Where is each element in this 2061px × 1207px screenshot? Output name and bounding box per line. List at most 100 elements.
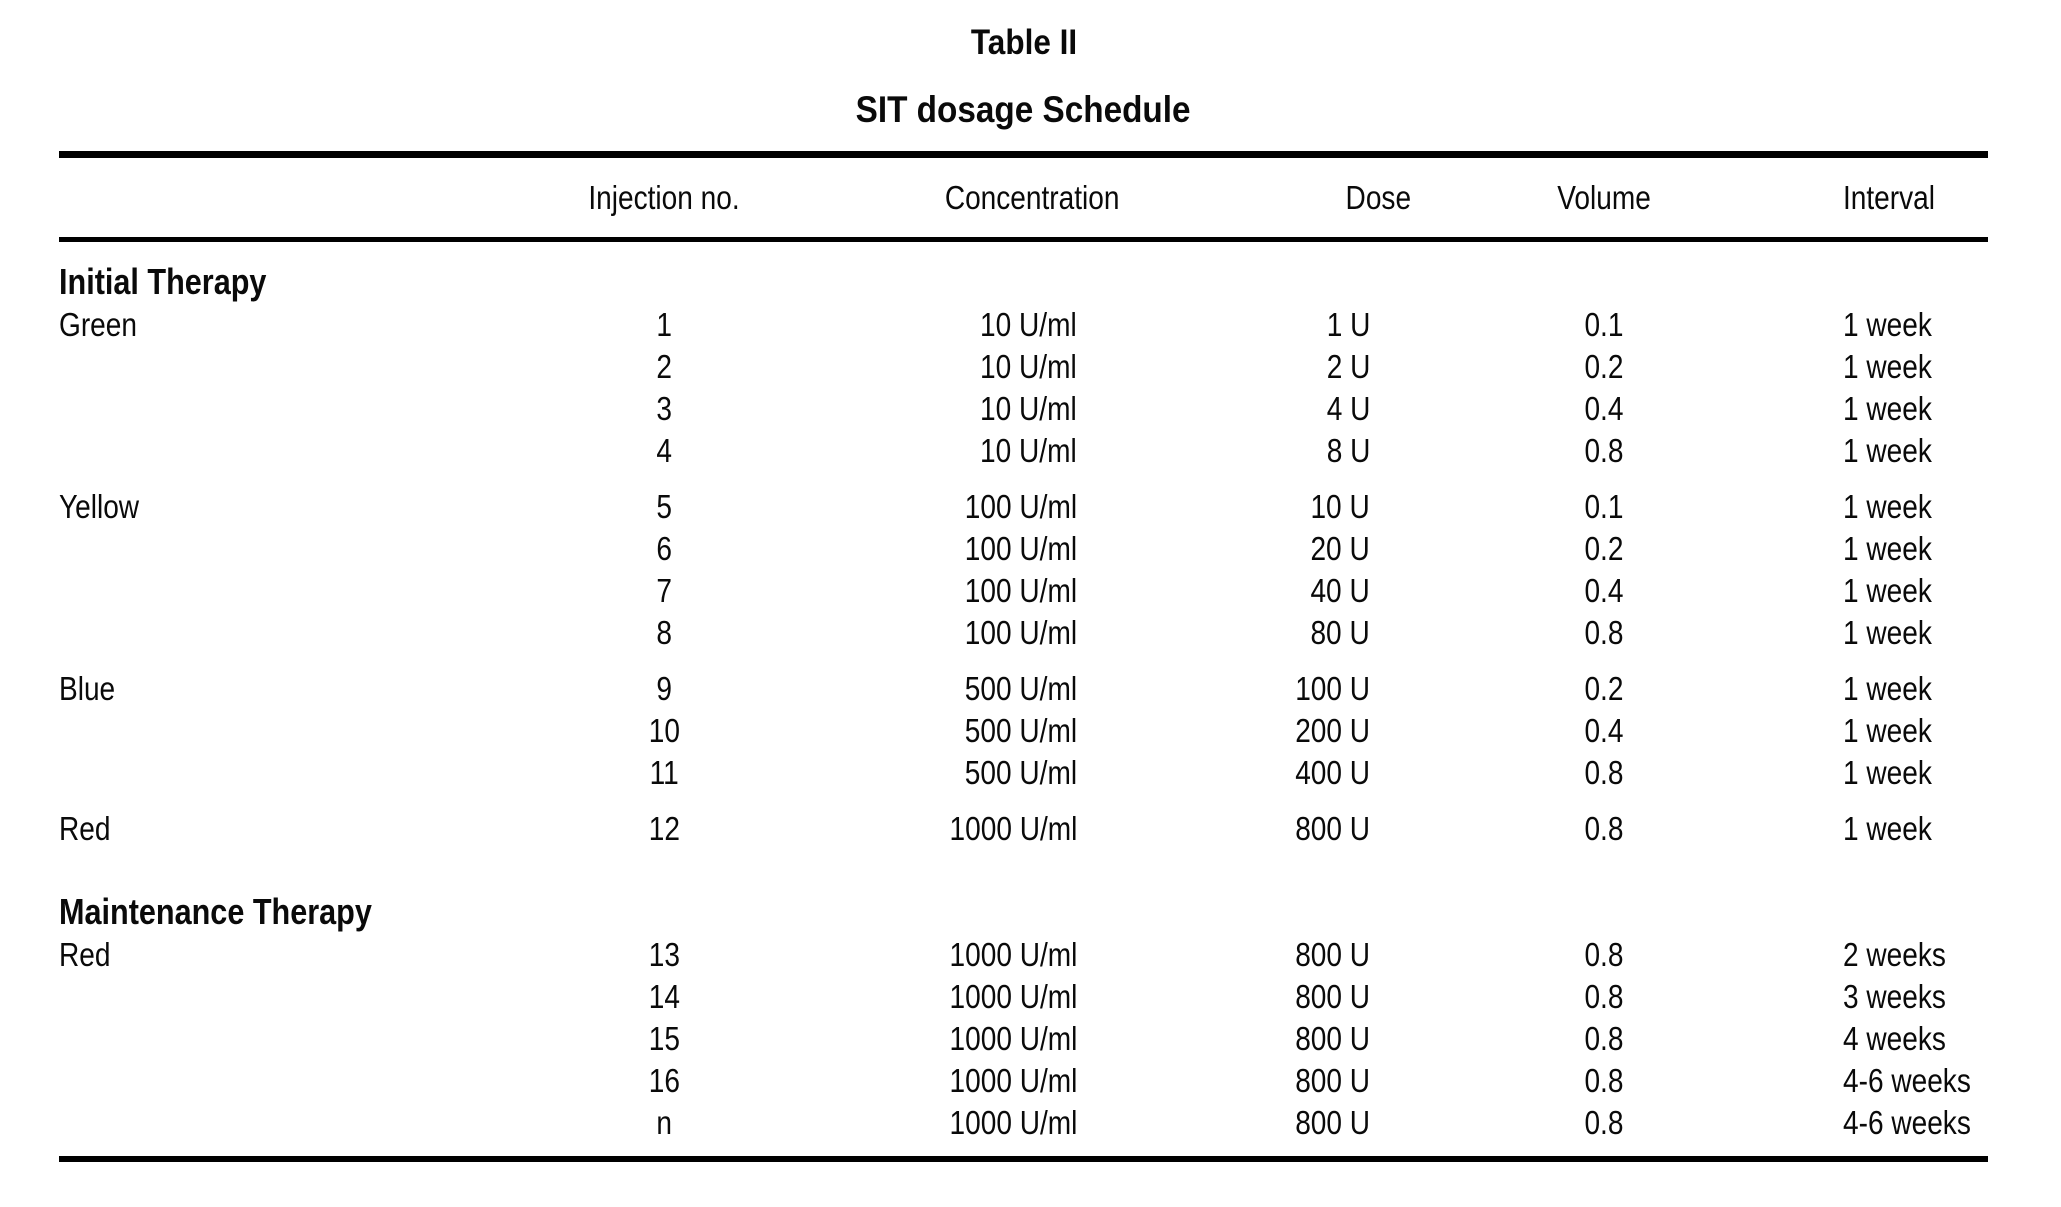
table-row: Blue 9 500 U/ml 100 U 0.2 1 week	[59, 654, 1988, 710]
group-label: Yellow	[59, 488, 140, 525]
interval-cell: 1 week	[1734, 388, 1988, 430]
group-label: Red	[59, 810, 111, 847]
dose-cell: 800 U	[1179, 794, 1474, 850]
interval-value: 2 weeks	[1843, 936, 1946, 973]
interval-value: 4 weeks	[1843, 1020, 1946, 1057]
injection-value: 5	[656, 488, 672, 525]
table-row: 7 100 U/ml 40 U 0.4 1 week	[59, 570, 1988, 612]
volume-cell: 0.4	[1474, 710, 1734, 752]
injection-value: 14	[648, 978, 680, 1015]
section-heading: Maintenance Therapy	[59, 891, 372, 932]
group-label-cell: Green	[59, 304, 459, 346]
dose-cell: 200 U	[1179, 710, 1474, 752]
group-label-cell: Red	[59, 794, 459, 850]
group-label: Blue	[59, 670, 116, 707]
injection-value: 8	[656, 614, 672, 651]
injection-cell: n	[459, 1102, 869, 1159]
interval-value: 1 week	[1843, 572, 1932, 609]
concentration-cell: 10 U/ml	[869, 388, 1179, 430]
group-label-cell	[59, 1060, 459, 1102]
group-label-cell	[59, 710, 459, 752]
interval-cell: 4 weeks	[1734, 1018, 1988, 1060]
dose-value: 40 U	[1310, 572, 1370, 609]
dose-value: 2 U	[1326, 348, 1370, 385]
interval-value: 4-6 weeks	[1843, 1062, 1971, 1099]
concentration-cell: 10 U/ml	[869, 304, 1179, 346]
concentration-value: 1000 U/ml	[949, 1062, 1077, 1099]
injection-cell: 2	[459, 346, 869, 388]
injection-value: n	[656, 1104, 672, 1141]
volume-cell: 0.8	[1474, 934, 1734, 976]
concentration-value: 500 U/ml	[964, 670, 1077, 707]
header-row: Injection no. Concentration Dose Volume …	[59, 154, 1988, 242]
section-row: Initial Therapy	[59, 240, 1988, 305]
volume-cell: 0.2	[1474, 528, 1734, 570]
interval-value: 1 week	[1843, 488, 1932, 525]
sit-dosage-table: Injection no. Concentration Dose Volume …	[59, 151, 1988, 1162]
group-label-cell	[59, 528, 459, 570]
interval-cell: 2 weeks	[1734, 934, 1988, 976]
interval-cell: 4-6 weeks	[1734, 1060, 1988, 1102]
concentration-cell: 500 U/ml	[869, 710, 1179, 752]
volume-value: 0.8	[1584, 754, 1624, 791]
concentration-cell: 100 U/ml	[869, 570, 1179, 612]
injection-value: 1	[656, 306, 672, 343]
volume-value: 0.8	[1584, 810, 1624, 847]
table-row: 2 10 U/ml 2 U 0.2 1 week	[59, 346, 1988, 388]
interval-cell: 1 week	[1734, 794, 1988, 850]
concentration-cell: 500 U/ml	[869, 752, 1179, 794]
injection-value: 13	[648, 936, 680, 973]
injection-value: 4	[656, 432, 672, 469]
col-header-concentration: Concentration	[869, 154, 1179, 242]
concentration-value: 100 U/ml	[964, 614, 1077, 651]
dose-value: 800 U	[1295, 810, 1370, 847]
injection-value: 9	[656, 670, 672, 707]
interval-value: 1 week	[1843, 712, 1932, 749]
interval-value: 1 week	[1843, 432, 1932, 469]
dose-cell: 100 U	[1179, 654, 1474, 710]
table-row: 14 1000 U/ml 800 U 0.8 3 weeks	[59, 976, 1988, 1018]
interval-cell: 1 week	[1734, 430, 1988, 472]
dose-value: 800 U	[1295, 1104, 1370, 1141]
table-caption: SIT dosage Schedule	[59, 88, 1988, 132]
injection-cell: 8	[459, 612, 869, 654]
section-heading-cell: Maintenance Therapy	[59, 850, 1988, 934]
volume-value: 0.2	[1584, 670, 1624, 707]
interval-cell: 1 week	[1734, 710, 1988, 752]
concentration-value: 100 U/ml	[964, 572, 1077, 609]
injection-cell: 16	[459, 1060, 869, 1102]
injection-cell: 15	[459, 1018, 869, 1060]
interval-cell: 1 week	[1734, 346, 1988, 388]
dose-value: 800 U	[1295, 1062, 1370, 1099]
volume-cell: 0.8	[1474, 612, 1734, 654]
group-label-cell	[59, 752, 459, 794]
concentration-value: 1000 U/ml	[949, 1020, 1077, 1057]
table-row: 6 100 U/ml 20 U 0.2 1 week	[59, 528, 1988, 570]
dose-value: 20 U	[1310, 530, 1370, 567]
dose-value: 1 U	[1326, 306, 1370, 343]
table-number-text: Table II	[970, 23, 1077, 62]
col-header-volume: Volume	[1474, 154, 1734, 242]
dose-cell: 800 U	[1179, 1102, 1474, 1159]
injection-value: 15	[648, 1020, 680, 1057]
group-label-cell	[59, 346, 459, 388]
table-row: 15 1000 U/ml 800 U 0.8 4 weeks	[59, 1018, 1988, 1060]
table-row: 4 10 U/ml 8 U 0.8 1 week	[59, 430, 1988, 472]
volume-value: 0.1	[1584, 488, 1624, 525]
table-row: Red 13 1000 U/ml 800 U 0.8 2 weeks	[59, 934, 1988, 976]
table-number-title: Table II	[59, 22, 1988, 64]
interval-value: 3 weeks	[1843, 978, 1946, 1015]
concentration-cell: 10 U/ml	[869, 346, 1179, 388]
concentration-value: 1000 U/ml	[949, 978, 1077, 1015]
table-row: 3 10 U/ml 4 U 0.4 1 week	[59, 388, 1988, 430]
concentration-cell: 100 U/ml	[869, 612, 1179, 654]
volume-value: 0.8	[1584, 614, 1624, 651]
concentration-value: 100 U/ml	[964, 488, 1077, 525]
volume-value: 0.8	[1584, 1020, 1624, 1057]
dose-value: 10 U	[1310, 488, 1370, 525]
concentration-value: 1000 U/ml	[949, 1104, 1077, 1141]
injection-cell: 5	[459, 472, 869, 528]
injection-cell: 4	[459, 430, 869, 472]
table-row: 11 500 U/ml 400 U 0.8 1 week	[59, 752, 1988, 794]
volume-cell: 0.8	[1474, 752, 1734, 794]
